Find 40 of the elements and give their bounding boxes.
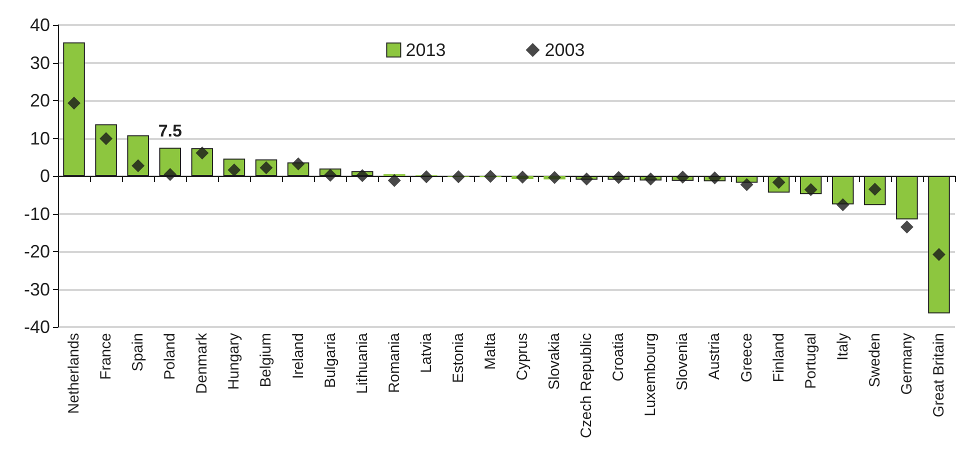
x-tick-label: Luxembourg	[642, 333, 660, 416]
x-tick-label: Slovenia	[674, 332, 692, 391]
x-tick-label: Bulgaria	[322, 332, 339, 388]
x-tick-label: Finland	[770, 333, 788, 382]
y-tick-label: 10	[30, 128, 50, 148]
x-tick-label: Great Britain	[930, 333, 948, 418]
x-tick-label: Croatia	[610, 332, 628, 382]
y-tick-label: -20	[24, 242, 50, 262]
y-tick-label: -30	[24, 279, 50, 300]
legend-label: 2013	[406, 40, 446, 60]
data-label: 7.5	[158, 122, 182, 141]
y-tick-label: -40	[24, 317, 50, 337]
y-tick-label: 20	[30, 90, 50, 110]
x-tick-label: Portugal	[802, 333, 820, 389]
x-tick-label: Denmark	[194, 332, 211, 394]
y-tick-label: 30	[30, 52, 50, 73]
x-tick-label: Czech Republic	[578, 332, 596, 438]
x-tick-label: Belgium	[258, 333, 275, 388]
x-tick-label: Italy	[834, 332, 852, 361]
x-tick-label: Lithuania	[354, 332, 371, 394]
x-tick-label: Estonia	[450, 332, 467, 384]
x-tick-label: Poland	[162, 333, 179, 380]
x-tick-label: Germany	[898, 332, 916, 395]
x-tick-label: Ireland	[290, 333, 307, 379]
y-tick-label: -10	[24, 204, 50, 224]
x-tick-label: Hungary	[226, 332, 243, 390]
x-tick-label: Netherlands	[66, 333, 83, 414]
x-tick-label: Slovakia	[546, 332, 564, 390]
x-tick-label: Latvia	[418, 332, 435, 374]
y-tick-label: 40	[30, 15, 50, 35]
legend-label: 2003	[544, 40, 585, 60]
x-tick-label: Malta	[482, 332, 499, 370]
x-tick-label: Cyprus	[514, 333, 532, 381]
x-tick-label: France	[98, 333, 115, 380]
x-tick-label: Greece	[738, 333, 756, 382]
x-tick-label: Sweden	[866, 333, 884, 388]
y-tick-label: 0	[40, 166, 50, 186]
x-tick-label: Spain	[130, 333, 147, 372]
x-tick-label: Austria	[706, 332, 724, 380]
x-tick-label: Romania	[386, 332, 403, 394]
